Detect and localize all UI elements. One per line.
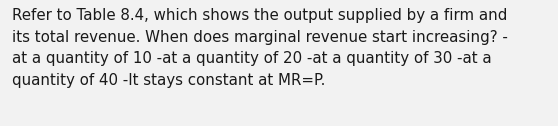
Text: Refer to Table 8.4, which shows the output supplied by a firm and
its total reve: Refer to Table 8.4, which shows the outp… — [12, 8, 508, 88]
